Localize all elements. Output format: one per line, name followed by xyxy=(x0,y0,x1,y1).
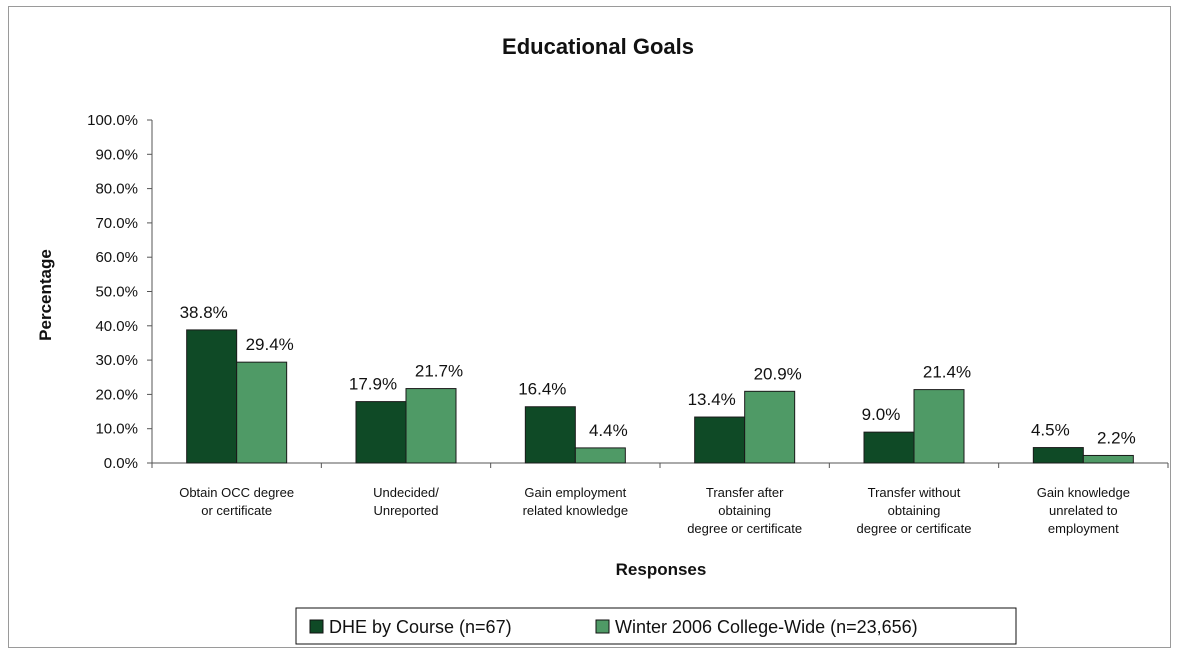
bar-college-wide xyxy=(574,447,626,464)
x-tick-label-line: degree or certificate xyxy=(857,521,972,536)
bar-dhe xyxy=(694,416,746,464)
y-tick-label: 70.0% xyxy=(95,215,138,232)
x-tick-label-line: obtaining xyxy=(888,503,941,518)
x-tick-label-line: degree or certificate xyxy=(687,521,802,536)
legend-box xyxy=(295,607,1017,645)
bar-college-wide xyxy=(744,390,796,464)
x-tick-label-line: obtaining xyxy=(718,503,771,518)
x-tick-label-line: Gain knowledge xyxy=(1037,485,1130,500)
y-tick-label: 50.0% xyxy=(95,284,138,301)
bar-dhe xyxy=(524,406,576,464)
bar-dhe xyxy=(355,401,407,464)
y-axis-title: Percentage xyxy=(36,249,55,341)
y-tick-label: 0.0% xyxy=(104,455,138,472)
y-tick-label: 90.0% xyxy=(95,146,138,163)
legend-label: DHE by Course (n=67) xyxy=(329,617,512,637)
data-label: 4.4% xyxy=(589,421,628,440)
x-tick-label-line: Transfer after xyxy=(706,485,784,500)
y-tick-label: 30.0% xyxy=(95,352,138,369)
data-label: 13.4% xyxy=(688,390,736,409)
x-tick-label-line: Gain employment xyxy=(524,485,626,500)
y-axis: 0.0% 10.0% 20.0% 30.0% 40.0% 50.0% 60.0% 70.0% 8… xyxy=(87,112,153,472)
x-tick-label-line: related knowledge xyxy=(523,503,629,518)
x-tick-label-line: Transfer without xyxy=(868,485,961,500)
data-label: 29.4% xyxy=(246,335,294,354)
bars: 38.8% 29.4% 17.9% 21.7% 16.4% 4.4% 13.4% 20.9% 9… xyxy=(180,303,1136,464)
x-tick-label-line: unrelated to xyxy=(1049,503,1118,518)
x-tick-label: Obtain OCC degree or certificate xyxy=(179,485,294,518)
x-tick-label-line: Obtain OCC degree xyxy=(179,485,294,500)
y-tick-label: 10.0% xyxy=(95,421,138,438)
data-label: 17.9% xyxy=(349,375,397,394)
bar-dhe xyxy=(1032,447,1084,464)
y-tick-label: 60.0% xyxy=(95,249,138,266)
x-tick-label: Gain employment related knowledge xyxy=(523,485,629,518)
x-tick-label-line: Undecided/ xyxy=(373,485,439,500)
bar-college-wide xyxy=(405,388,457,464)
legend: DHE by Course (n=67) Winter 2006 College-… xyxy=(295,607,1017,645)
data-label: 4.5% xyxy=(1031,421,1070,440)
y-tick-label: 20.0% xyxy=(95,386,138,403)
y-tick-label: 80.0% xyxy=(95,181,138,198)
x-tick-label-line: or certificate xyxy=(201,503,272,518)
x-tick-label: Undecided/Unreported xyxy=(373,485,439,518)
x-axis-title: Responses xyxy=(616,560,707,579)
legend-label: Winter 2006 College-Wide (n=23,656) xyxy=(615,617,918,637)
data-label: 38.8% xyxy=(180,303,228,322)
y-tick-label: 100.0% xyxy=(87,112,138,129)
bar-dhe xyxy=(863,431,915,464)
bar-college-wide xyxy=(1082,454,1134,464)
data-label: 16.4% xyxy=(518,380,566,399)
bar-college-wide xyxy=(236,361,288,464)
x-axis: Obtain OCC degree or certificate Undecided… xyxy=(151,462,1169,536)
legend-swatch xyxy=(595,619,610,634)
data-label: 21.4% xyxy=(923,363,971,382)
chart-title: Educational Goals xyxy=(502,34,694,59)
y-tick-label: 40.0% xyxy=(95,318,138,335)
x-tick-label: Transfer after obtaining degree or certifi… xyxy=(687,485,802,536)
bar-college-wide xyxy=(913,389,965,464)
data-label: 21.7% xyxy=(415,362,463,381)
bar-dhe xyxy=(186,329,238,464)
data-label: 2.2% xyxy=(1097,428,1136,447)
x-tick-label: Transfer without obtaining degree or certi… xyxy=(857,485,972,536)
x-tick-label-line: Unreported xyxy=(373,503,438,518)
legend-swatch xyxy=(309,619,324,634)
data-label: 20.9% xyxy=(754,364,802,383)
data-label: 9.0% xyxy=(862,405,901,424)
chart-frame xyxy=(8,6,1171,648)
x-tick-label-line: employment xyxy=(1048,521,1119,536)
x-tick-label: Gain knowledge unrelated to employment xyxy=(1037,485,1130,536)
